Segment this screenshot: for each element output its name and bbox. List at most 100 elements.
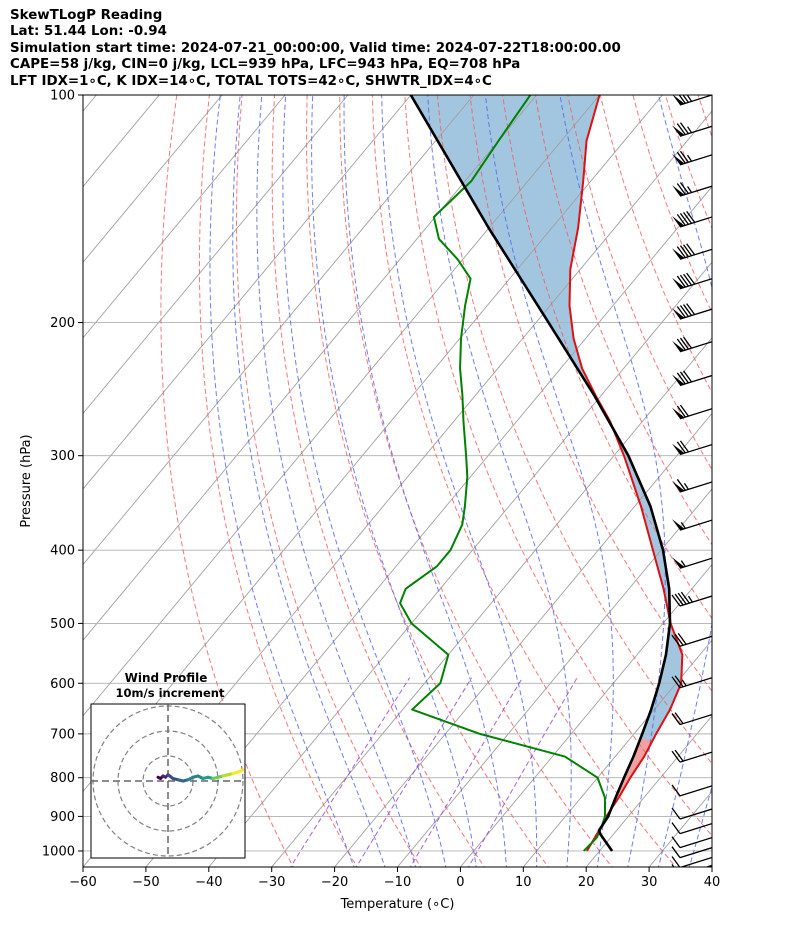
dewpoint-line xyxy=(399,95,607,852)
barb-full xyxy=(674,675,684,688)
isotherm xyxy=(83,95,286,339)
barb-shaft xyxy=(679,808,712,820)
dry-adiabat xyxy=(783,60,794,870)
barb-flag xyxy=(672,480,685,492)
chart-header: SkewTLogP Reading Lat: 51.44 Lon: -0.94 … xyxy=(10,8,621,90)
wind-barb xyxy=(672,336,712,353)
barb-full xyxy=(671,784,681,797)
moist-adiabat xyxy=(232,95,386,867)
barb-half xyxy=(687,186,693,193)
barb-half xyxy=(687,154,693,162)
barb-half xyxy=(687,95,693,102)
barb-half xyxy=(680,522,686,529)
isotherm xyxy=(83,95,475,566)
moist-adiabat xyxy=(427,95,572,867)
wind-barb xyxy=(672,557,712,569)
barb-flag xyxy=(672,185,685,197)
x-tick-label: 0 xyxy=(456,875,464,890)
isotherm xyxy=(459,563,712,867)
barb-flag xyxy=(672,95,685,105)
dry-adiabat xyxy=(567,95,712,471)
wind-barb xyxy=(672,122,712,137)
barb-shaft xyxy=(679,847,712,859)
barb-full xyxy=(671,822,681,834)
isotherm-lines xyxy=(83,95,712,867)
barb-full xyxy=(671,864,675,867)
wind-barb xyxy=(672,519,712,531)
moist-adiabat xyxy=(343,95,507,867)
barb-full xyxy=(679,150,689,163)
y-tick-label: 300 xyxy=(50,449,75,464)
barb-full xyxy=(671,807,681,820)
barb-full xyxy=(682,95,689,103)
isotherm xyxy=(145,185,712,867)
dry-adiabat xyxy=(198,95,358,867)
dry-adiabat xyxy=(720,60,794,870)
barb-full xyxy=(686,272,696,285)
temperature-line xyxy=(568,95,684,852)
barb-flag xyxy=(672,125,685,137)
barb-full xyxy=(679,404,689,417)
wind-barb xyxy=(672,440,712,456)
barb-full xyxy=(676,306,686,318)
wind-barb xyxy=(671,856,712,867)
moist-adiabat xyxy=(484,95,614,867)
barb-flag xyxy=(672,557,685,569)
hodograph-segment xyxy=(236,768,245,774)
hodograph-plot xyxy=(91,704,245,858)
indices-line-1: CAPE=58 j/kg, CIN=0 j/kg, LCL=939 hPa, L… xyxy=(10,57,521,73)
isotherm xyxy=(83,95,223,263)
x-tick-label: 30 xyxy=(641,875,658,890)
barb-flag xyxy=(672,215,685,227)
moist-adiabat xyxy=(256,95,416,867)
barb-full xyxy=(686,303,696,315)
mixing-ratio-lines xyxy=(289,677,578,867)
barb-full xyxy=(676,246,686,259)
isotherm xyxy=(711,866,712,867)
wind-barb xyxy=(672,95,712,106)
barb-shaft xyxy=(679,713,712,726)
barb-full xyxy=(686,211,696,223)
barb-full xyxy=(671,594,681,607)
barb-shaft xyxy=(679,595,712,607)
isotherm xyxy=(83,95,538,641)
hodograph-title: Wind Profile xyxy=(125,671,208,685)
barb-flag xyxy=(672,308,685,320)
barb-full xyxy=(671,634,681,647)
barb-full xyxy=(686,243,696,256)
x-tick-label: −20 xyxy=(321,875,348,890)
wind-barb xyxy=(671,749,712,763)
wind-barbs xyxy=(671,95,712,867)
cape-fill xyxy=(410,95,683,744)
wind-barb xyxy=(671,591,712,607)
barb-full xyxy=(679,182,689,194)
wind-barb xyxy=(672,211,712,228)
dry-adiabat xyxy=(160,95,294,867)
barb-full xyxy=(676,478,686,491)
barb-full xyxy=(676,441,686,454)
barb-flag xyxy=(672,340,685,352)
wind-barb xyxy=(672,370,712,387)
wind-barb xyxy=(671,807,712,820)
barb-full xyxy=(676,275,686,288)
barb-flag xyxy=(672,153,685,165)
barb-full xyxy=(674,633,684,646)
wind-barb xyxy=(671,864,712,867)
wind-barb xyxy=(671,712,712,726)
moist-adiabat xyxy=(719,60,794,870)
barb-shaft xyxy=(679,751,712,763)
barb-full xyxy=(680,591,690,604)
x-tick-label: −10 xyxy=(384,875,411,890)
isotherm xyxy=(522,639,712,867)
dry-adiabat xyxy=(404,95,712,837)
barb-half xyxy=(687,595,693,603)
barb-full xyxy=(679,212,689,225)
barb-full xyxy=(676,213,686,226)
isotherm xyxy=(271,337,712,867)
moist-adiabat xyxy=(559,95,666,867)
barb-full xyxy=(674,712,684,724)
barb-shaft xyxy=(679,635,712,647)
dry-adiabats xyxy=(160,60,794,870)
barb-full xyxy=(679,245,689,258)
barb-shaft xyxy=(679,856,712,867)
